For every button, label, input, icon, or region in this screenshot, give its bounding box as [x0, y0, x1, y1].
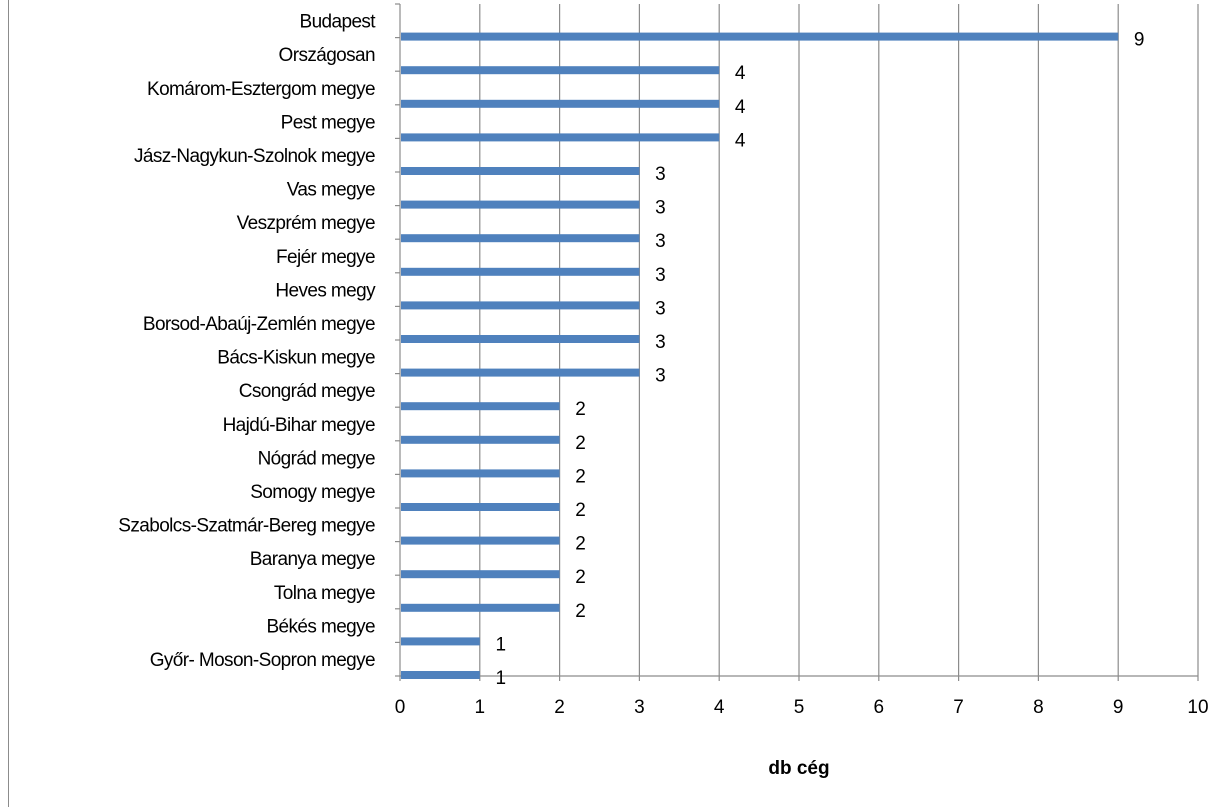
bar-5 — [401, 167, 640, 175]
x-tick-label-10: 10 — [1187, 697, 1208, 718]
category-label-8: Fejér megye — [276, 247, 375, 268]
x-tick-label-4: 4 — [714, 697, 725, 718]
category-label-16: Szabolcs-Szatmár-Bereg megye — [118, 516, 375, 537]
data-label-14: 2 — [575, 466, 586, 487]
x-tick-label-6: 6 — [874, 697, 885, 718]
category-label-17: Baranya megye — [250, 549, 375, 570]
data-label-11: 3 — [655, 366, 666, 387]
x-tick-label-1: 1 — [475, 697, 486, 718]
bar-20 — [401, 671, 480, 679]
bar-14 — [401, 469, 560, 478]
bar-1 — [401, 32, 1119, 41]
bar-19 — [401, 637, 480, 646]
bar-9 — [401, 301, 640, 310]
data-label-8: 3 — [655, 265, 666, 286]
x-tick-label-2: 2 — [554, 697, 565, 718]
bar-12 — [401, 402, 560, 411]
category-label-18: Tolna megye — [274, 583, 375, 604]
category-label-15: Somogy megye — [250, 482, 375, 503]
data-label-10: 3 — [655, 332, 666, 353]
data-label-18: 2 — [575, 601, 586, 622]
category-label-5: Jász-Nagykun-Szolnok megye — [134, 146, 375, 167]
data-label-5: 3 — [655, 164, 666, 185]
category-label-9: Heves megy — [275, 280, 376, 301]
bar-2 — [401, 66, 720, 75]
category-label-11: Bács-Kiskun megye — [217, 348, 375, 369]
bar-6 — [401, 200, 640, 209]
bar-10 — [401, 335, 640, 343]
data-label-13: 2 — [575, 433, 586, 454]
x-axis-title: db cég — [768, 758, 829, 779]
bar-16 — [401, 536, 560, 545]
data-label-20: 1 — [496, 668, 507, 689]
data-label-16: 2 — [575, 534, 586, 555]
bar-17 — [401, 570, 560, 579]
category-label-20: Győr- Moson-Sopron megye — [150, 650, 375, 671]
data-label-1: 9 — [1134, 30, 1145, 51]
bar-4 — [401, 133, 720, 142]
axes — [395, 3, 1199, 681]
data-label-4: 4 — [735, 130, 746, 151]
data-label-12: 2 — [575, 399, 586, 420]
data-label-9: 3 — [655, 298, 666, 319]
bar-8 — [401, 267, 640, 276]
x-tick-label-5: 5 — [794, 697, 805, 718]
category-label-4: Pest megye — [281, 112, 375, 133]
category-label-6: Vas megye — [287, 180, 375, 201]
category-label-3: Komárom-Esztergom megye — [147, 79, 375, 100]
bar-3 — [401, 99, 720, 108]
data-label-6: 3 — [655, 198, 666, 219]
gridlines — [479, 4, 1199, 676]
bar-15 — [401, 503, 560, 511]
bar-13 — [401, 435, 560, 444]
bar-11 — [401, 368, 640, 377]
x-tick-label-0: 0 — [395, 697, 406, 718]
x-tick-label-3: 3 — [634, 697, 645, 718]
data-label-3: 4 — [735, 97, 746, 118]
bar-7 — [401, 234, 640, 243]
x-tick-label-9: 9 — [1113, 697, 1124, 718]
data-label-15: 2 — [575, 500, 586, 521]
data-label-17: 2 — [575, 567, 586, 588]
x-tick-label-8: 8 — [1033, 697, 1044, 718]
category-label-14: Nógrád megye — [258, 448, 375, 469]
category-label-13: Hajdú-Bihar megye — [223, 415, 375, 436]
data-label-7: 3 — [655, 231, 666, 252]
data-label-19: 1 — [496, 634, 507, 655]
bar-18 — [401, 603, 560, 612]
category-label-7: Veszprém megye — [237, 213, 375, 234]
labels: 0 1 2 3 4 5 6 7 8 9 10 Budapest 9 Országosan 4 Komárom-… — [118, 12, 1208, 718]
category-label-12: Csongrád megye — [239, 381, 375, 402]
x-tick-label-7: 7 — [953, 697, 964, 718]
category-label-2: Országosan — [279, 45, 375, 66]
category-label-1: Budapest — [300, 12, 377, 33]
bars — [401, 32, 1119, 679]
category-label-19: Békés megye — [266, 616, 375, 637]
category-label-10: Borsod-Abaúj-Zemlén megye — [143, 314, 375, 335]
chart-frame-left-border — [8, 0, 9, 807]
data-label-2: 4 — [735, 63, 746, 84]
